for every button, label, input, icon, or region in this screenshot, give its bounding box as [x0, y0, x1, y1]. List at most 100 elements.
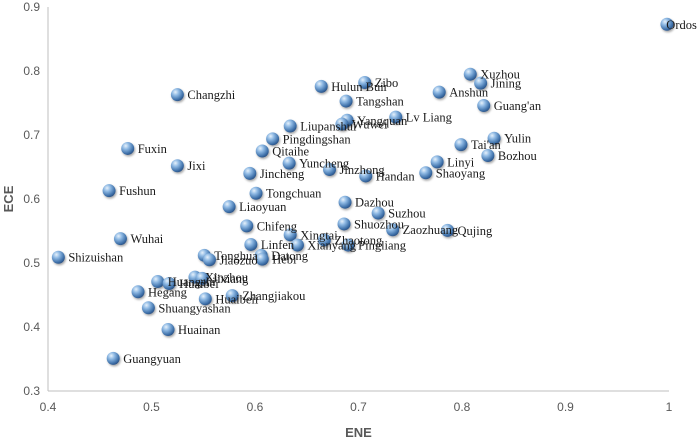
x-tick-label: 0.4 [40, 400, 57, 414]
x-tick-label: 0.9 [557, 400, 574, 414]
data-point [358, 76, 372, 90]
point-label: Hulun Buir [331, 80, 388, 94]
point-label: Pingdingshan [283, 132, 352, 146]
point-label: Shuangyashan [158, 301, 231, 315]
point-label: Linfen [261, 238, 295, 252]
data-point [371, 206, 385, 220]
point-label: Yuncheng [299, 157, 350, 171]
data-point [255, 144, 269, 158]
data-point [51, 250, 65, 264]
point-label: Lv Liang [406, 111, 453, 125]
data-points [51, 17, 674, 365]
data-point [474, 76, 488, 90]
point-label: Huaibei [179, 277, 219, 291]
point-label: Xianyang [307, 239, 356, 253]
y-tick-label: 0.8 [23, 64, 40, 78]
data-point [102, 184, 116, 198]
data-point [170, 159, 184, 173]
point-label: Fuxin [138, 142, 168, 156]
point-label: Suzhou [388, 207, 426, 221]
point-label: Bozhou [498, 149, 538, 163]
data-point [282, 156, 296, 170]
y-tick-label: 0.6 [23, 192, 40, 206]
point-label: Tangshan [356, 95, 404, 109]
data-point [202, 253, 216, 267]
point-label: Tai'an [471, 138, 502, 152]
point-label: Liupanshui [300, 120, 357, 134]
data-point [314, 79, 328, 93]
data-point [243, 166, 257, 180]
point-label: Qujing [458, 224, 493, 238]
x-tick-labels: 0.4 0.5 0.6 0.7 0.8 0.9 1 [40, 400, 673, 414]
data-point [477, 99, 491, 113]
x-tick-label: 0.6 [247, 400, 264, 414]
data-point [487, 131, 501, 145]
point-label: Dazhou [355, 196, 395, 210]
data-point [283, 228, 297, 242]
data-point [432, 85, 446, 99]
data-point [244, 237, 258, 251]
point-label: Hegang [148, 285, 188, 299]
y-tick-labels: 0.3 0.4 0.5 0.6 0.7 0.8 0.9 [23, 0, 40, 398]
data-point [222, 200, 236, 214]
y-axis-title: ECE [1, 185, 16, 212]
y-tick-label: 0.3 [23, 384, 40, 398]
y-tick-label: 0.4 [23, 320, 40, 334]
data-point [198, 292, 212, 306]
data-point [359, 169, 373, 183]
data-point [141, 301, 155, 315]
data-point [389, 110, 403, 124]
data-point [463, 67, 477, 81]
data-point [255, 252, 269, 266]
point-label: Tongchuan [266, 187, 322, 201]
point-label: Xinzhou [205, 271, 249, 285]
x-axis-title: ENE [345, 425, 372, 440]
point-label: Jining [491, 77, 522, 91]
data-point [290, 238, 304, 252]
data-point [225, 289, 239, 303]
point-label: Jixi [187, 159, 206, 173]
point-label: Xuzhou [480, 68, 520, 82]
point-label: Yulin [504, 132, 532, 146]
y-tick-label: 0.7 [23, 128, 40, 142]
point-label: Pingliang [358, 239, 407, 253]
x-tick-label: 1 [666, 400, 673, 414]
point-label: Shaoyang [436, 166, 486, 180]
data-point [339, 94, 353, 108]
data-point [337, 217, 351, 231]
point-label: Datong [271, 249, 309, 263]
point-label: Huainan [178, 323, 221, 337]
point-label: Wuwei [352, 118, 388, 132]
point-label: Yangquan [357, 114, 408, 128]
data-point [106, 351, 120, 365]
point-label: Chifeng [257, 219, 298, 233]
data-point [386, 223, 400, 237]
point-label: Anshun [449, 86, 489, 100]
data-point [131, 285, 145, 299]
data-point [240, 219, 254, 233]
x-tick-label: 0.8 [454, 400, 471, 414]
point-label: Jiaozuo [219, 253, 257, 267]
x-tick-label: 0.7 [350, 400, 367, 414]
data-point [161, 323, 175, 337]
point-label: Tonghua [214, 249, 258, 263]
point-label: Guang'an [494, 99, 542, 113]
point-label: Linyi [447, 155, 475, 169]
point-label: Huangshi [168, 275, 216, 289]
data-point [454, 138, 468, 152]
point-label: Changzhi [187, 88, 235, 102]
data-point [441, 223, 455, 237]
point-label: Handan [376, 169, 416, 183]
data-point [317, 233, 331, 247]
data-point [341, 238, 355, 252]
data-point [335, 117, 349, 131]
point-label: Wuhai [130, 232, 163, 246]
point-label: Qitaihe [272, 145, 309, 159]
point-label: Zibo [375, 76, 399, 90]
data-point [283, 119, 297, 133]
y-tick-label: 0.9 [23, 0, 40, 14]
data-point [151, 275, 165, 289]
data-point [266, 132, 280, 146]
